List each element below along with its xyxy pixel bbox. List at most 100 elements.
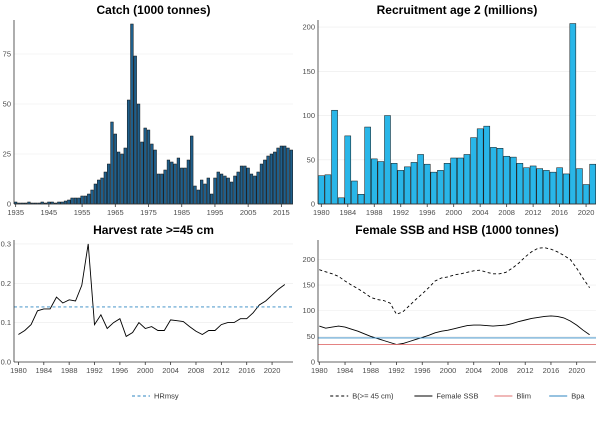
catch-bar <box>123 147 127 205</box>
recruitment-xtick-label: 2004 <box>472 208 489 217</box>
recruitment-bar <box>516 163 524 205</box>
ssb-xtick-label: 1992 <box>388 366 405 375</box>
catch-xtick-label: 2005 <box>240 208 257 217</box>
harvest-xtick-label: 1988 <box>61 366 78 375</box>
catch-bar <box>97 179 101 205</box>
catch-bar <box>216 171 220 205</box>
harvest-xtick-label: 2000 <box>137 366 154 375</box>
catch-bar <box>180 167 184 205</box>
catch-bar <box>263 159 267 205</box>
ssb-legend-label: B(>= 45 cm) <box>352 392 394 401</box>
recruitment-bar <box>390 163 398 205</box>
catch-bar <box>130 23 134 205</box>
catch-xtick-label: 1975 <box>140 208 157 217</box>
catch-title: Catch (1000 tonnes) <box>96 3 210 17</box>
catch-bar <box>226 177 230 205</box>
recruitment-bar <box>318 175 325 205</box>
recruitment-ytick-label: 100 <box>302 111 315 120</box>
catch-bar <box>173 163 177 205</box>
recruitment-bar <box>437 170 444 205</box>
harvest-xtick-label: 1992 <box>86 366 103 375</box>
recruitment-bar <box>569 23 577 205</box>
catch-bar <box>246 167 250 205</box>
ssb-xtick-label: 1980 <box>311 366 328 375</box>
catch-bar <box>156 173 161 205</box>
recruitment-bar <box>384 115 391 205</box>
catch-bar <box>266 155 270 205</box>
catch-ytick-label: 0 <box>7 200 11 209</box>
recruitment-ytick-label: 50 <box>307 155 315 164</box>
harvest-ytick-label: 0.1 <box>1 318 11 327</box>
recruitment-xtick-label: 2012 <box>525 208 542 217</box>
recruitment-bar <box>543 170 550 205</box>
catch-xtick-label: 1965 <box>107 208 124 217</box>
catch-bar <box>283 145 287 205</box>
catch-bar <box>253 175 257 205</box>
recruitment-ytick-label: 200 <box>302 23 315 32</box>
catch-bar <box>117 151 121 205</box>
recruitment-bar <box>549 171 557 205</box>
recruitment-xtick-label: 1984 <box>339 208 356 217</box>
catch-bar <box>236 171 240 205</box>
ssb-ytick-label: 0 <box>311 358 315 367</box>
recruitment-xtick-label: 2000 <box>445 208 462 217</box>
ssb-panel: Female SSB and HSB (1000 tonnes) 0 50 100 15… <box>302 223 596 401</box>
catch-bar <box>140 141 144 205</box>
harvest-legend-label: HRmsy <box>154 392 179 401</box>
catch-bar <box>186 159 190 205</box>
catch-bar <box>100 177 104 205</box>
harvest-xtick-label: 2016 <box>238 366 255 375</box>
recruitment-bar <box>463 154 471 205</box>
recruitment-bar <box>344 135 352 205</box>
catch-bar <box>210 193 214 205</box>
catch-bar <box>146 129 151 205</box>
recruitment-bar <box>582 184 590 205</box>
ssb-legend-label: Blim <box>516 392 531 401</box>
catch-bar <box>239 165 244 205</box>
catch-bar <box>256 171 260 205</box>
recruitment-xtick-label: 1992 <box>392 208 409 217</box>
catch-bar <box>136 103 141 205</box>
recruitment-bar <box>556 167 563 205</box>
harvest-ytick-label: 0.0 <box>1 358 11 367</box>
harvest-panel: Harvest rate >=45 cm 0.0 0.1 0.2 0.3 1980 1984… <box>1 223 293 401</box>
recruitment-bar <box>371 158 378 205</box>
recruitment-bar <box>337 197 345 205</box>
ssb-xtick-label: 2020 <box>568 366 585 375</box>
harvest-xtick-label: 2020 <box>264 366 281 375</box>
catch-ytick-label: 25 <box>3 150 11 159</box>
catch-bar <box>70 197 74 205</box>
harvest-xtick-label: 2012 <box>213 366 230 375</box>
catch-bar <box>203 183 207 205</box>
recruitment-xtick-label: 1988 <box>366 208 383 217</box>
ssb-series-female-ssb <box>319 315 590 346</box>
recruitment-bar <box>536 168 543 205</box>
harvest-xtick-label: 1980 <box>10 366 27 375</box>
harvest-series-harvest-rate <box>18 243 286 338</box>
catch-bar <box>170 161 174 205</box>
recruitment-bar <box>364 126 371 205</box>
catch-bar <box>87 193 91 205</box>
catch-bar <box>233 175 237 205</box>
catch-bar <box>273 151 277 205</box>
catch-bar <box>133 55 137 205</box>
recruitment-bar <box>443 163 451 205</box>
catch-panel: Catch (1000 tonnes) 0 25 50 75 1935 1945 1955 19… <box>3 3 293 217</box>
recruitment-bar <box>562 173 570 205</box>
recruitment-xtick-label: 2020 <box>578 208 595 217</box>
recruitment-bar <box>331 109 338 205</box>
catch-bar <box>160 173 164 205</box>
catch-bar <box>120 153 124 205</box>
recruitment-bar <box>410 162 418 205</box>
recruitment-bar <box>324 174 332 205</box>
catch-bar <box>107 163 111 205</box>
catch-xtick-label: 1945 <box>41 208 58 217</box>
recruitment-bar <box>423 163 431 205</box>
ssb-xtick-label: 1996 <box>414 366 431 375</box>
recruitment-panel: Recruitment age 2 (millions) 0 50 100 150 200… <box>302 3 596 217</box>
recruitment-bar <box>490 147 497 205</box>
recruitment-xtick-label: 1980 <box>313 208 330 217</box>
catch-xtick-label: 2015 <box>273 208 290 217</box>
recruitment-bar <box>529 165 537 205</box>
catch-bar <box>269 153 274 205</box>
